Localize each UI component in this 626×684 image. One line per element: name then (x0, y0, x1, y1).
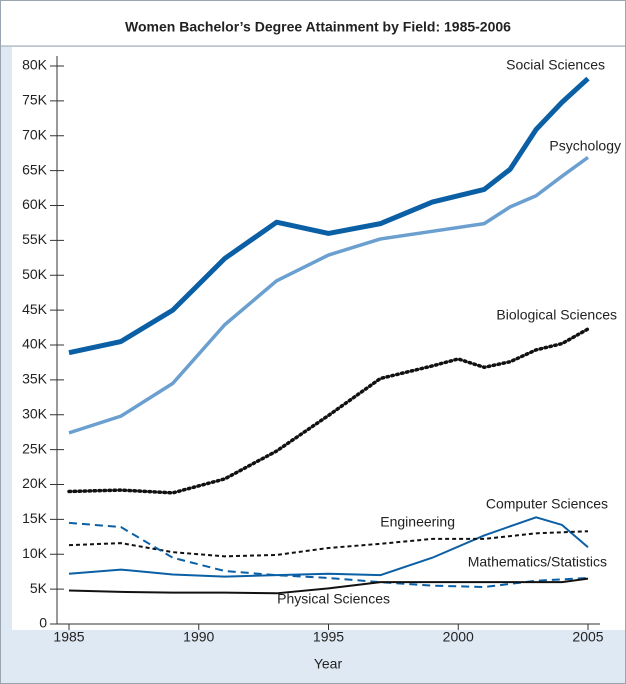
y-tick-label: 65K (22, 161, 48, 177)
y-tick-label: 10K (22, 545, 48, 561)
x-tick-label: 1990 (183, 629, 214, 645)
x-axis-label: Year (314, 656, 343, 672)
y-tick-label: 40K (22, 336, 48, 352)
series-label: Social Sciences (506, 57, 605, 73)
y-tick-label: 70K (22, 126, 48, 142)
y-tick-label: 20K (22, 475, 48, 491)
series-label: Mathematics/Statistics (468, 554, 607, 570)
series-line (68, 530, 589, 558)
series-label: Psychology (549, 138, 621, 154)
y-tick-label: 60K (22, 196, 48, 212)
y-tick-label: 25K (22, 440, 48, 456)
plot-area (12, 47, 625, 630)
title-bar (1, 1, 625, 46)
y-tick-label: 30K (22, 405, 48, 421)
series-label: Physical Sciences (277, 591, 390, 607)
series-line (67, 327, 590, 495)
series-line (68, 516, 589, 578)
x-tick-label: 2005 (572, 629, 603, 645)
series-line (68, 76, 590, 356)
y-tick-label: 15K (22, 510, 48, 526)
x-tick-label: 2000 (443, 629, 474, 645)
y-tick-label: 55K (22, 231, 48, 247)
x-tick-label: 1995 (313, 629, 344, 645)
y-tick-label: 35K (22, 371, 48, 387)
series-label: Computer Sciences (486, 496, 608, 512)
series-line (68, 521, 589, 589)
series-line (68, 577, 589, 595)
chart-title: Women Bachelor’s Degree Attainment by Fi… (125, 19, 511, 35)
y-tick-label: 80K (22, 57, 48, 73)
y-tick-label: 5K (30, 580, 48, 596)
y-tick-label: 75K (22, 92, 48, 108)
x-tick-label: 1985 (53, 629, 84, 645)
y-tick-label: 45K (22, 301, 48, 317)
series-line (68, 155, 590, 435)
y-tick-label: 0 (39, 615, 47, 631)
y-tick-label: 50K (22, 266, 48, 282)
series-label: Biological Sciences (496, 307, 617, 323)
series-label: Engineering (380, 514, 455, 530)
